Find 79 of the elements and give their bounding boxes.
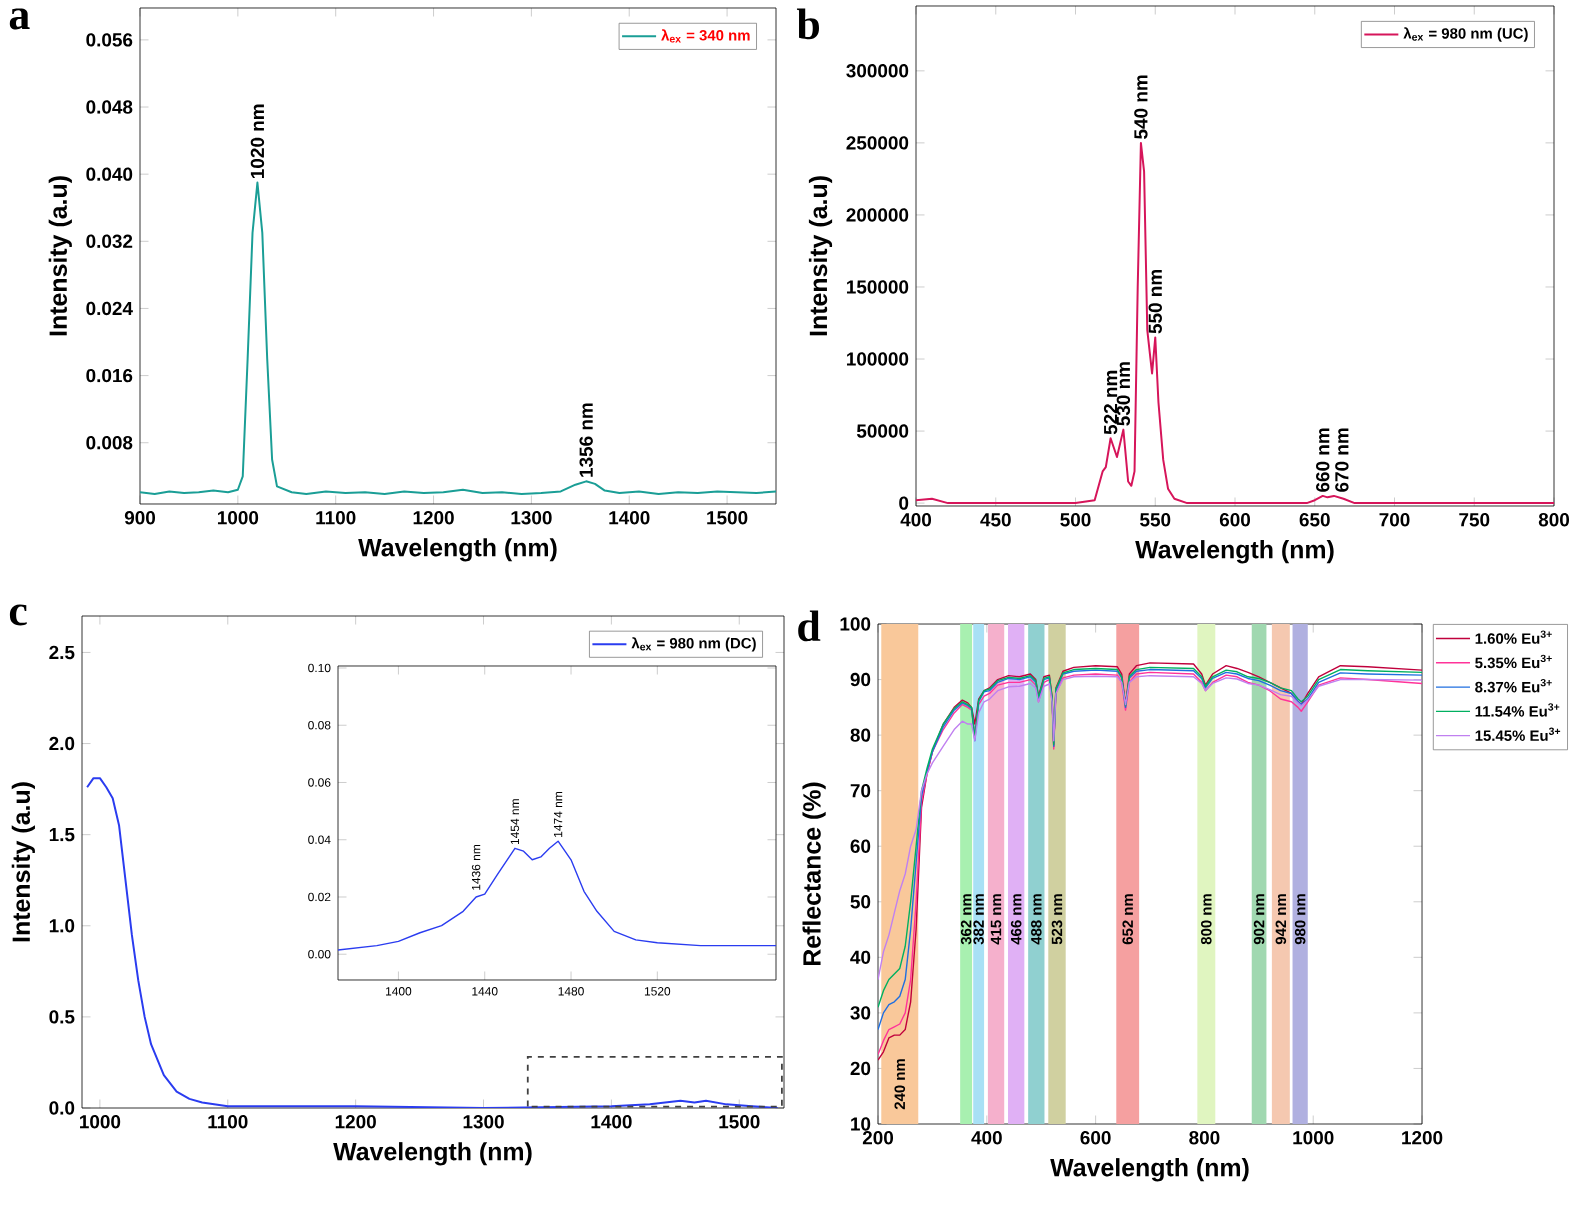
y-tick-label: 40 — [850, 950, 871, 965]
line-series — [86, 777, 779, 1108]
y-tick-label: 0.048 — [86, 100, 133, 114]
annotation: 522 nm — [1103, 370, 1118, 435]
y-tick-label: 0.032 — [86, 234, 133, 249]
y-tick-label: 300000 — [846, 64, 909, 78]
x-tick-label: 1000 — [217, 511, 259, 525]
text: d — [798, 610, 821, 642]
x-tick-label: 400 — [900, 513, 932, 527]
x-axis-title: Wavelength (nm) — [1050, 1158, 1249, 1182]
y-axis-title: Intensity (a.u) — [808, 176, 833, 336]
text: b — [796, 8, 819, 40]
x-tick-label: 1300 — [463, 1115, 504, 1129]
x-axis-title: Wavelength (nm) — [333, 1142, 532, 1166]
x-tick-label: 400 — [971, 1131, 1002, 1145]
y-axis-title: Intensity (a.u) — [11, 782, 35, 942]
annotation: 670 nm — [1335, 428, 1349, 492]
x-tick-label: 550 — [1140, 513, 1171, 527]
x-tick-label: 800 — [1189, 1131, 1220, 1145]
y-tick-label: 0.008 — [86, 436, 133, 450]
text: c — [9, 604, 27, 626]
x-tick-label: 800 — [1538, 513, 1570, 527]
y-tick-label: 0.024 — [86, 301, 133, 316]
x-axis-title: Wavelength (nm) — [1135, 540, 1334, 564]
x-tick-label: 1000 — [1293, 1131, 1334, 1145]
y-tick-label: 1.0 — [49, 919, 75, 933]
x-tick-label: 1200 — [335, 1115, 376, 1129]
y-axis-title: Reflectance (%) — [802, 782, 826, 966]
text: a — [9, 8, 30, 30]
x-tick-label: 450 — [980, 513, 1011, 527]
y-tick-label: 0.5 — [49, 1010, 75, 1024]
y-tick-label: 0 — [899, 496, 909, 510]
y-tick-label: 0.056 — [86, 33, 133, 47]
annotation: 1356 nm — [579, 403, 593, 477]
y-tick-label: 2.0 — [49, 736, 75, 751]
x-tick-label: 1100 — [208, 1115, 248, 1129]
x-tick-label: 1200 — [1402, 1131, 1443, 1145]
x-tick-label: 600 — [1219, 513, 1251, 527]
y-tick-label: 200000 — [846, 208, 909, 222]
y-tick-label: 50000 — [856, 424, 909, 438]
y-tick-label: 60 — [850, 839, 871, 853]
y-tick-label: 0.016 — [86, 368, 133, 383]
y-tick-label: 0.0 — [49, 1101, 75, 1115]
y-tick-label: 2.5 — [49, 645, 75, 660]
y-tick-label: 80 — [850, 728, 871, 742]
annotation: 550 nm — [1148, 269, 1162, 334]
x-tick-label: 500 — [1060, 513, 1091, 527]
x-tick-label: 200 — [862, 1131, 894, 1145]
x-tick-label: 900 — [124, 511, 156, 525]
x-tick-label: 650 — [1299, 513, 1330, 527]
annotation: 530 nm — [1116, 362, 1131, 426]
x-tick-label: 1000 — [80, 1115, 121, 1129]
x-tick-label: 1100 — [316, 511, 356, 525]
x-tick-label: 600 — [1080, 1131, 1111, 1145]
y-tick-label: 1.5 — [49, 828, 75, 842]
annotation: 660 nm — [1316, 428, 1330, 492]
x-tick-label: 750 — [1459, 513, 1490, 527]
y-tick-label: 150000 — [846, 280, 909, 294]
y-tick-label: 100000 — [846, 352, 909, 366]
y-tick-label: 70 — [850, 783, 871, 798]
y-tick-label: 10 — [851, 1117, 871, 1131]
annotation: 540 nm — [1134, 75, 1148, 139]
y-tick-label: 20 — [850, 1061, 871, 1076]
y-tick-label: 100 — [840, 617, 871, 631]
y-tick-label: 90 — [850, 672, 871, 687]
y-tick-label: 50 — [850, 895, 871, 909]
x-tick-label: 1400 — [609, 511, 650, 525]
y-tick-label: 0.040 — [86, 167, 133, 181]
x-tick-label: 700 — [1379, 513, 1410, 527]
y-axis-title: Intensity (a.u) — [48, 176, 72, 336]
y-tick-label: 250000 — [846, 136, 909, 150]
x-tick-label: 1200 — [413, 511, 454, 525]
annotation: 1020 nm — [250, 104, 265, 178]
x-tick-label: 1400 — [591, 1115, 632, 1129]
x-axis-title: Wavelength (nm) — [358, 538, 557, 562]
y-tick-label: 30 — [850, 1006, 871, 1020]
x-tick-label: 1500 — [719, 1115, 760, 1129]
x-tick-label: 1500 — [707, 511, 748, 525]
x-tick-label: 1300 — [511, 511, 552, 525]
